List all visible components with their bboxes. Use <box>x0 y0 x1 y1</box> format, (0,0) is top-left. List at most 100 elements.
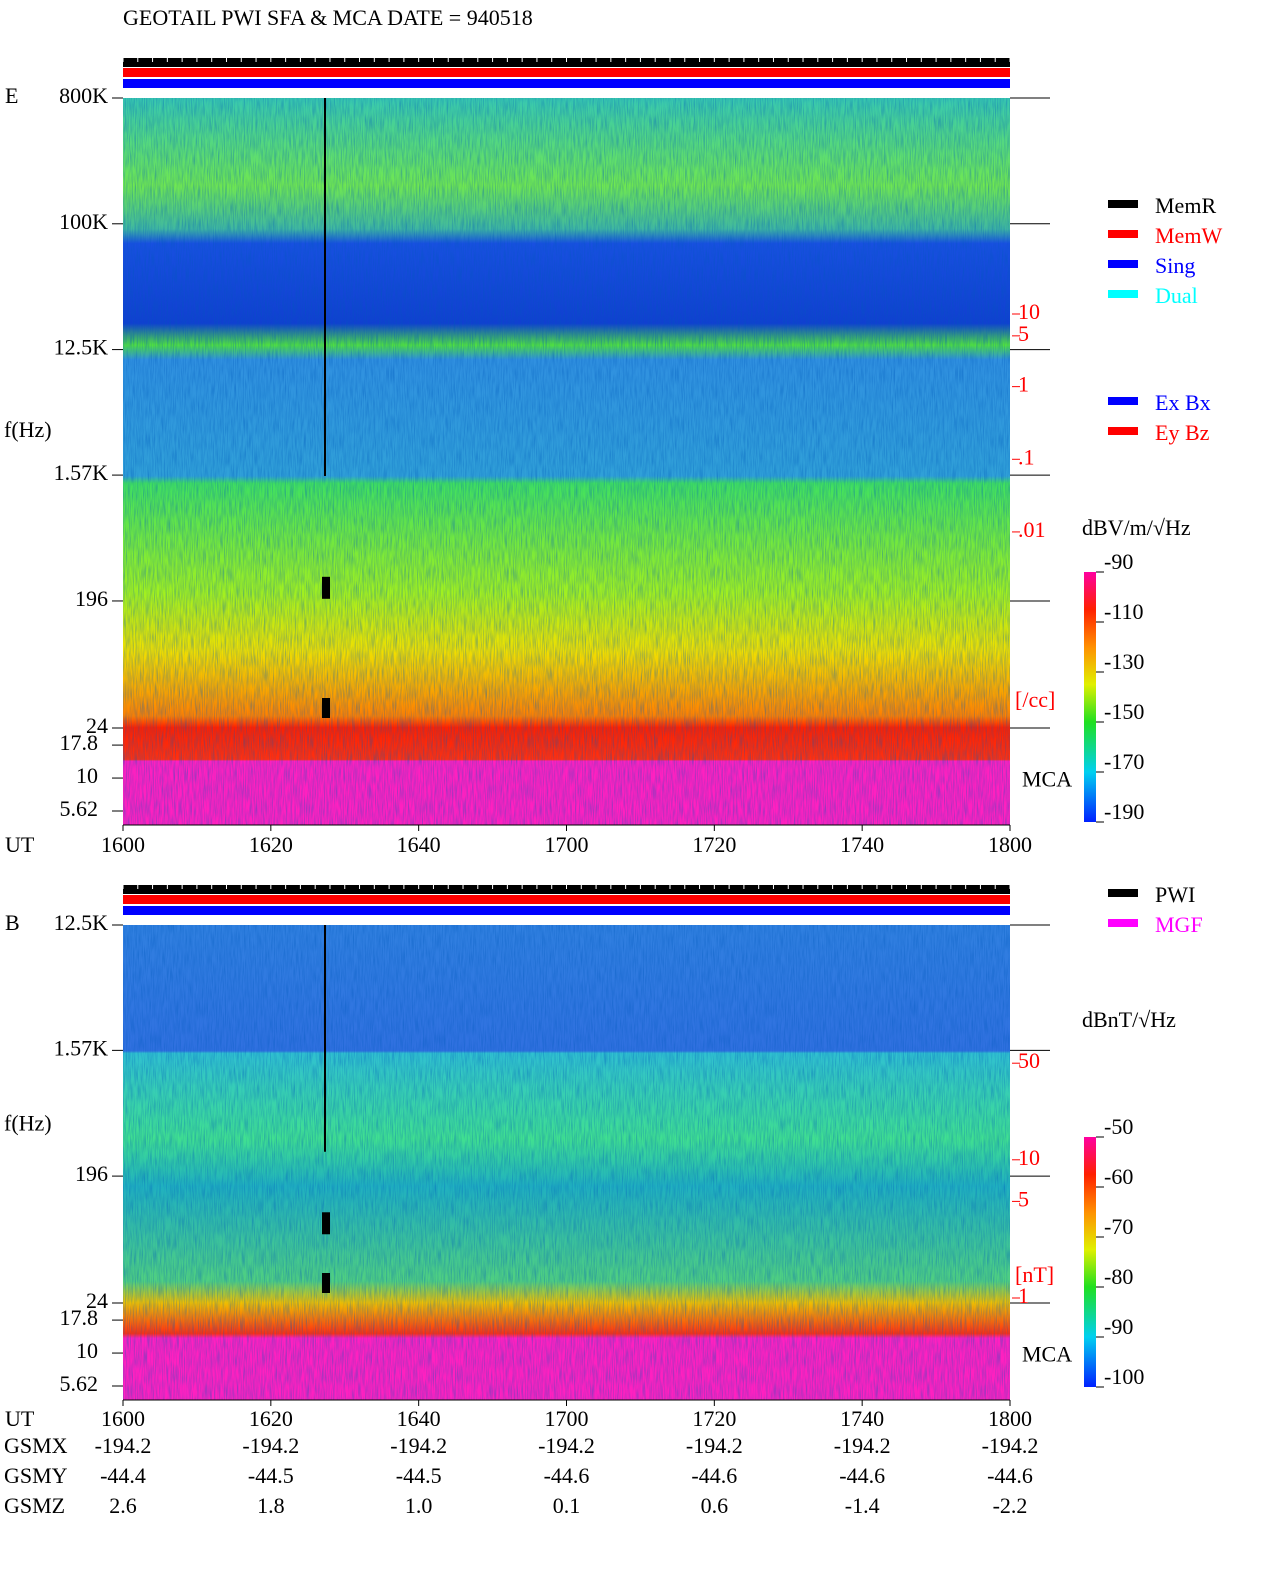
marker <box>322 576 330 599</box>
legend-swatch <box>1108 260 1138 268</box>
colorbar-tick-label: -80 <box>1104 1264 1133 1289</box>
y2-axis-label: [nT] <box>1015 1262 1054 1287</box>
orbit-value: -194.2 <box>95 1433 152 1458</box>
y-tick-label: 24 <box>86 713 108 738</box>
y-tick-label: 100K <box>59 209 108 234</box>
legend-swatch <box>1108 919 1138 927</box>
orbit-value: -44.5 <box>248 1463 294 1488</box>
mca-label: MCA <box>1022 767 1072 792</box>
y-tick-label: 1.57K <box>54 460 109 485</box>
colorbar-tick-label: -170 <box>1104 749 1144 774</box>
colorbar-tick-label: -60 <box>1104 1164 1133 1189</box>
orbit-value: -194.2 <box>834 1433 891 1458</box>
mca-tick-label: 17.8 <box>60 1305 99 1330</box>
legend-label: Dual <box>1155 283 1198 308</box>
y-tick-label: 1.57K <box>54 1035 109 1060</box>
colorbar-tick-label: -90 <box>1104 1314 1133 1339</box>
y2-tick-label: .01 <box>1018 517 1046 542</box>
legend-label: MemW <box>1155 223 1222 248</box>
orbit-value: -194.2 <box>686 1433 743 1458</box>
colorbar-tick-label: -100 <box>1104 1364 1144 1389</box>
legend-label: Ex Bx <box>1155 390 1211 415</box>
legend-swatch <box>1108 200 1138 208</box>
x-tick-label: 1800 <box>988 1406 1032 1431</box>
y2-tick-label: 1 <box>1018 372 1029 397</box>
orbit-value: 0.6 <box>701 1493 729 1518</box>
orbit-value: -44.6 <box>987 1463 1033 1488</box>
status-bar <box>123 79 1010 88</box>
colorbar-tick-label: -150 <box>1104 699 1144 724</box>
y-tick-label: 196 <box>75 586 108 611</box>
mca-tick-label: 5.62 <box>60 1371 99 1396</box>
colorbar-tick-label: -110 <box>1104 599 1144 624</box>
y-axis-label: f(Hz) <box>4 417 52 442</box>
panel-label: E <box>5 83 18 108</box>
status-bar <box>123 895 1010 904</box>
x-tick-label: 1720 <box>692 1406 736 1431</box>
x-tick-label: 1740 <box>840 832 884 857</box>
x-tick-label: 1740 <box>840 1406 884 1431</box>
y-tick-label: 800K <box>59 83 108 108</box>
colorbar-tick-label: -190 <box>1104 799 1144 824</box>
x-tick-label: 1700 <box>545 1406 589 1431</box>
orbit-value: -44.4 <box>100 1463 146 1488</box>
orbit-row-label: GSMX <box>4 1433 68 1458</box>
orbit-value: 1.0 <box>405 1493 433 1518</box>
orbit-value: 2.6 <box>109 1493 137 1518</box>
marker <box>322 1273 330 1293</box>
orbit-value: -2.2 <box>993 1493 1028 1518</box>
legend-swatch <box>1108 290 1138 298</box>
status-bar <box>123 885 1010 894</box>
x-tick-label: 1620 <box>249 1406 293 1431</box>
status-bar <box>123 906 1010 915</box>
orbit-value: 0.1 <box>553 1493 581 1518</box>
mca-tick-label: 10 <box>76 1338 98 1363</box>
orbit-value: -194.2 <box>982 1433 1039 1458</box>
y-tick-label: 12.5K <box>54 910 109 935</box>
marker <box>322 1212 330 1235</box>
orbit-row-label: GSMY <box>4 1463 68 1488</box>
legend-swatch <box>1108 889 1138 897</box>
x-axis-label: UT <box>5 832 35 857</box>
y-axis-label: f(Hz) <box>4 1110 52 1135</box>
legend-label: MGF <box>1155 912 1203 937</box>
mca-tick-label: 5.62 <box>60 796 99 821</box>
x-tick-label: 1800 <box>988 832 1032 857</box>
legend-swatch <box>1108 230 1138 238</box>
y2-tick-label: 10 <box>1018 299 1040 324</box>
y2-tick-label: 1 <box>1018 1283 1029 1308</box>
legend-swatch <box>1108 397 1138 405</box>
x-tick-label: 1640 <box>397 1406 441 1431</box>
orbit-value: -194.2 <box>390 1433 447 1458</box>
colorbar <box>1084 572 1096 822</box>
y2-tick-label: 10 <box>1018 1145 1040 1170</box>
x-tick-label: 1600 <box>101 832 145 857</box>
colorbar-tick-label: -70 <box>1104 1214 1133 1239</box>
x-tick-label: 1700 <box>545 832 589 857</box>
y2-axis-label: [/cc] <box>1015 687 1055 712</box>
orbit-value: -1.4 <box>845 1493 880 1518</box>
x-tick-label: 1600 <box>101 1406 145 1431</box>
y-tick-label: 24 <box>86 1288 108 1313</box>
spectrogram-noise <box>123 98 1010 825</box>
status-bar <box>123 68 1010 77</box>
colorbar-label: dBV/m/√Hz <box>1082 515 1191 540</box>
y2-tick-label: 5 <box>1018 321 1029 346</box>
colorbar <box>1084 1137 1096 1387</box>
legend-label: PWI <box>1155 882 1195 907</box>
orbit-value: -194.2 <box>242 1433 299 1458</box>
legend-swatch <box>1108 427 1138 435</box>
mca-tick-label: 10 <box>76 763 98 788</box>
spectrogram-noise <box>123 925 1010 1400</box>
status-bar <box>123 58 1010 67</box>
panel-label: B <box>5 910 20 935</box>
legend-label: Sing <box>1155 253 1195 278</box>
colorbar-tick-label: -130 <box>1104 649 1144 674</box>
marker <box>322 698 330 718</box>
x-tick-label: 1720 <box>692 832 736 857</box>
orbit-value: -44.6 <box>839 1463 885 1488</box>
y2-tick-label: 50 <box>1018 1048 1040 1073</box>
y-tick-label: 12.5K <box>54 335 109 360</box>
mca-tick-label: 17.8 <box>60 730 99 755</box>
y2-tick-label: 5 <box>1018 1186 1029 1211</box>
